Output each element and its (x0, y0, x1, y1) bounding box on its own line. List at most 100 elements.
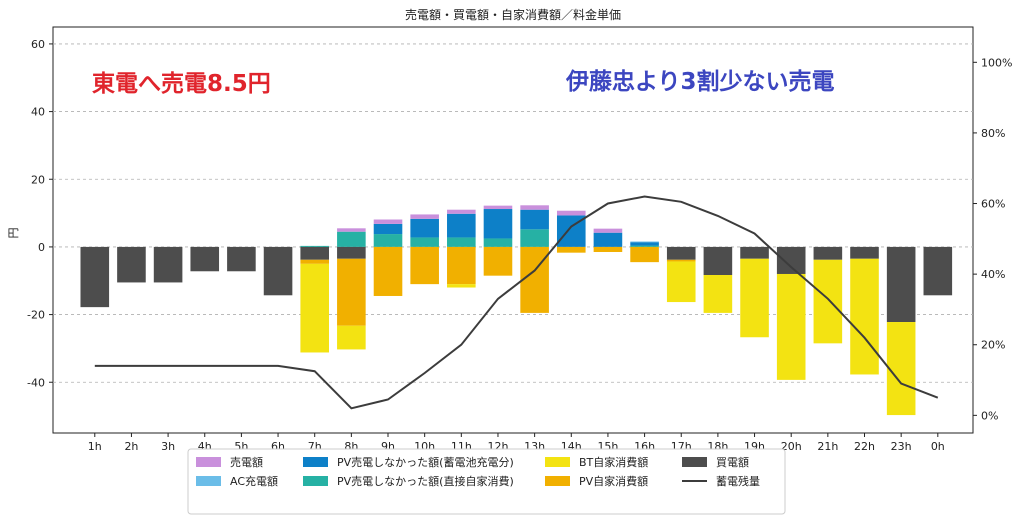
legend-label: PV売電しなかった額(直接自家消費) (337, 474, 514, 488)
legend-swatch (303, 476, 328, 486)
bar-segment (337, 325, 366, 350)
legend-label: PV売電しなかった額(蓄電池充電分) (337, 455, 514, 469)
y2-tick-label: 20% (981, 339, 1005, 352)
y-tick-label: 60 (31, 38, 45, 51)
bar-segment (593, 232, 623, 247)
y-tick-label: 0 (38, 241, 45, 254)
x-tick-label: 22h (854, 440, 875, 453)
bar-segment (300, 245, 329, 247)
y-tick-label: 20 (31, 173, 45, 186)
y2-tick-label: 0% (981, 409, 998, 422)
bar-segment (227, 246, 256, 272)
bar-segment (410, 237, 439, 247)
bar-segment (776, 273, 806, 380)
bar-segment (630, 242, 659, 246)
x-tick-label: 1h (88, 440, 102, 453)
x-tick-label: 3h (161, 440, 175, 453)
bar-segment (630, 241, 659, 243)
legend-swatch (545, 457, 570, 467)
x-tick-label: 2h (124, 440, 138, 453)
legend-swatch (303, 457, 328, 467)
x-tick-label: 20h (781, 440, 802, 453)
legend-label: 売電額 (230, 456, 263, 469)
bar-segment (337, 258, 366, 326)
x-tick-label: 21h (817, 440, 838, 453)
y2-tick-label: 40% (981, 268, 1005, 281)
bar-segment (776, 246, 806, 274)
bar-segment (373, 223, 403, 235)
bar-segment (813, 246, 843, 260)
bar-segment (703, 274, 733, 313)
bar-segment (813, 259, 843, 344)
y2-tick-label: 100% (981, 56, 1012, 69)
legend-swatch (196, 476, 221, 486)
y-axis-label: 円 (7, 228, 20, 239)
legend-label: PV自家消費額 (579, 474, 648, 488)
bar-segment (117, 246, 146, 283)
chart-title: 売電額・買電額・自家消費額／料金単価 (405, 7, 621, 22)
bar-segment (483, 209, 513, 239)
annotation-right: 伊藤忠より3割少ない売電 (565, 68, 835, 95)
bar-segment (740, 258, 769, 338)
bar-segment (337, 228, 366, 232)
bar-segment (556, 210, 586, 216)
legend-box (187, 448, 786, 515)
bar-segment (447, 284, 476, 288)
y-tick-label: 40 (31, 106, 45, 119)
bar-segment (520, 246, 549, 313)
bar-segment (447, 246, 476, 285)
bar-segment (337, 231, 366, 247)
legend-swatch (682, 457, 707, 467)
bar-segment (593, 246, 623, 252)
bar-segment (263, 246, 293, 296)
bar-segment (630, 246, 659, 263)
x-tick-label: 23h (891, 440, 912, 453)
bar-segment (520, 209, 549, 230)
bar-segment (483, 246, 513, 276)
y2-tick-label: 60% (981, 198, 1005, 211)
bar-segment (703, 246, 733, 275)
bar-segment (373, 234, 403, 247)
bar-segment (740, 246, 769, 259)
bar-segment (447, 237, 476, 247)
bar-segment (483, 238, 513, 247)
bar-segment (556, 246, 586, 253)
bar-segment (410, 218, 439, 238)
bar-segment (483, 205, 513, 210)
bar-segment (593, 228, 623, 233)
bar-segment (850, 246, 879, 259)
bar-segment (630, 245, 659, 247)
x-tick-label: 0h (931, 440, 945, 453)
bar-segment (666, 259, 696, 262)
y-tick-label: -20 (27, 309, 45, 322)
legend-label: AC充電額 (230, 474, 278, 488)
bar-segment (447, 209, 476, 214)
y-tick-label: -40 (27, 376, 45, 389)
bar-segment (410, 214, 439, 219)
bar-segment (300, 246, 329, 260)
plot-frame (52, 26, 974, 434)
bar-segment (666, 246, 696, 260)
bar-segment (520, 229, 549, 247)
legend-swatch (196, 457, 221, 467)
bar-segment (886, 246, 916, 323)
bar-segment (666, 261, 696, 303)
legend-label: 蓄電残量 (716, 474, 760, 488)
battery-level-line (94, 195, 939, 410)
annotation-left: 東電へ売電8.5円 (92, 71, 271, 97)
bar-segment (850, 258, 879, 375)
bar-segment (337, 246, 366, 259)
y2-tick-label: 80% (981, 127, 1005, 140)
bar-segment (520, 205, 549, 210)
legend-label: 買電額 (716, 456, 749, 469)
bar-segment (373, 219, 403, 224)
bar-segment (373, 246, 403, 296)
bar-segment (80, 246, 110, 308)
bar-segment (410, 246, 439, 285)
bar-segment (190, 246, 220, 272)
bar-segment (153, 246, 183, 283)
bar-segment (886, 322, 916, 416)
legend-label: BT自家消費額 (579, 455, 648, 469)
